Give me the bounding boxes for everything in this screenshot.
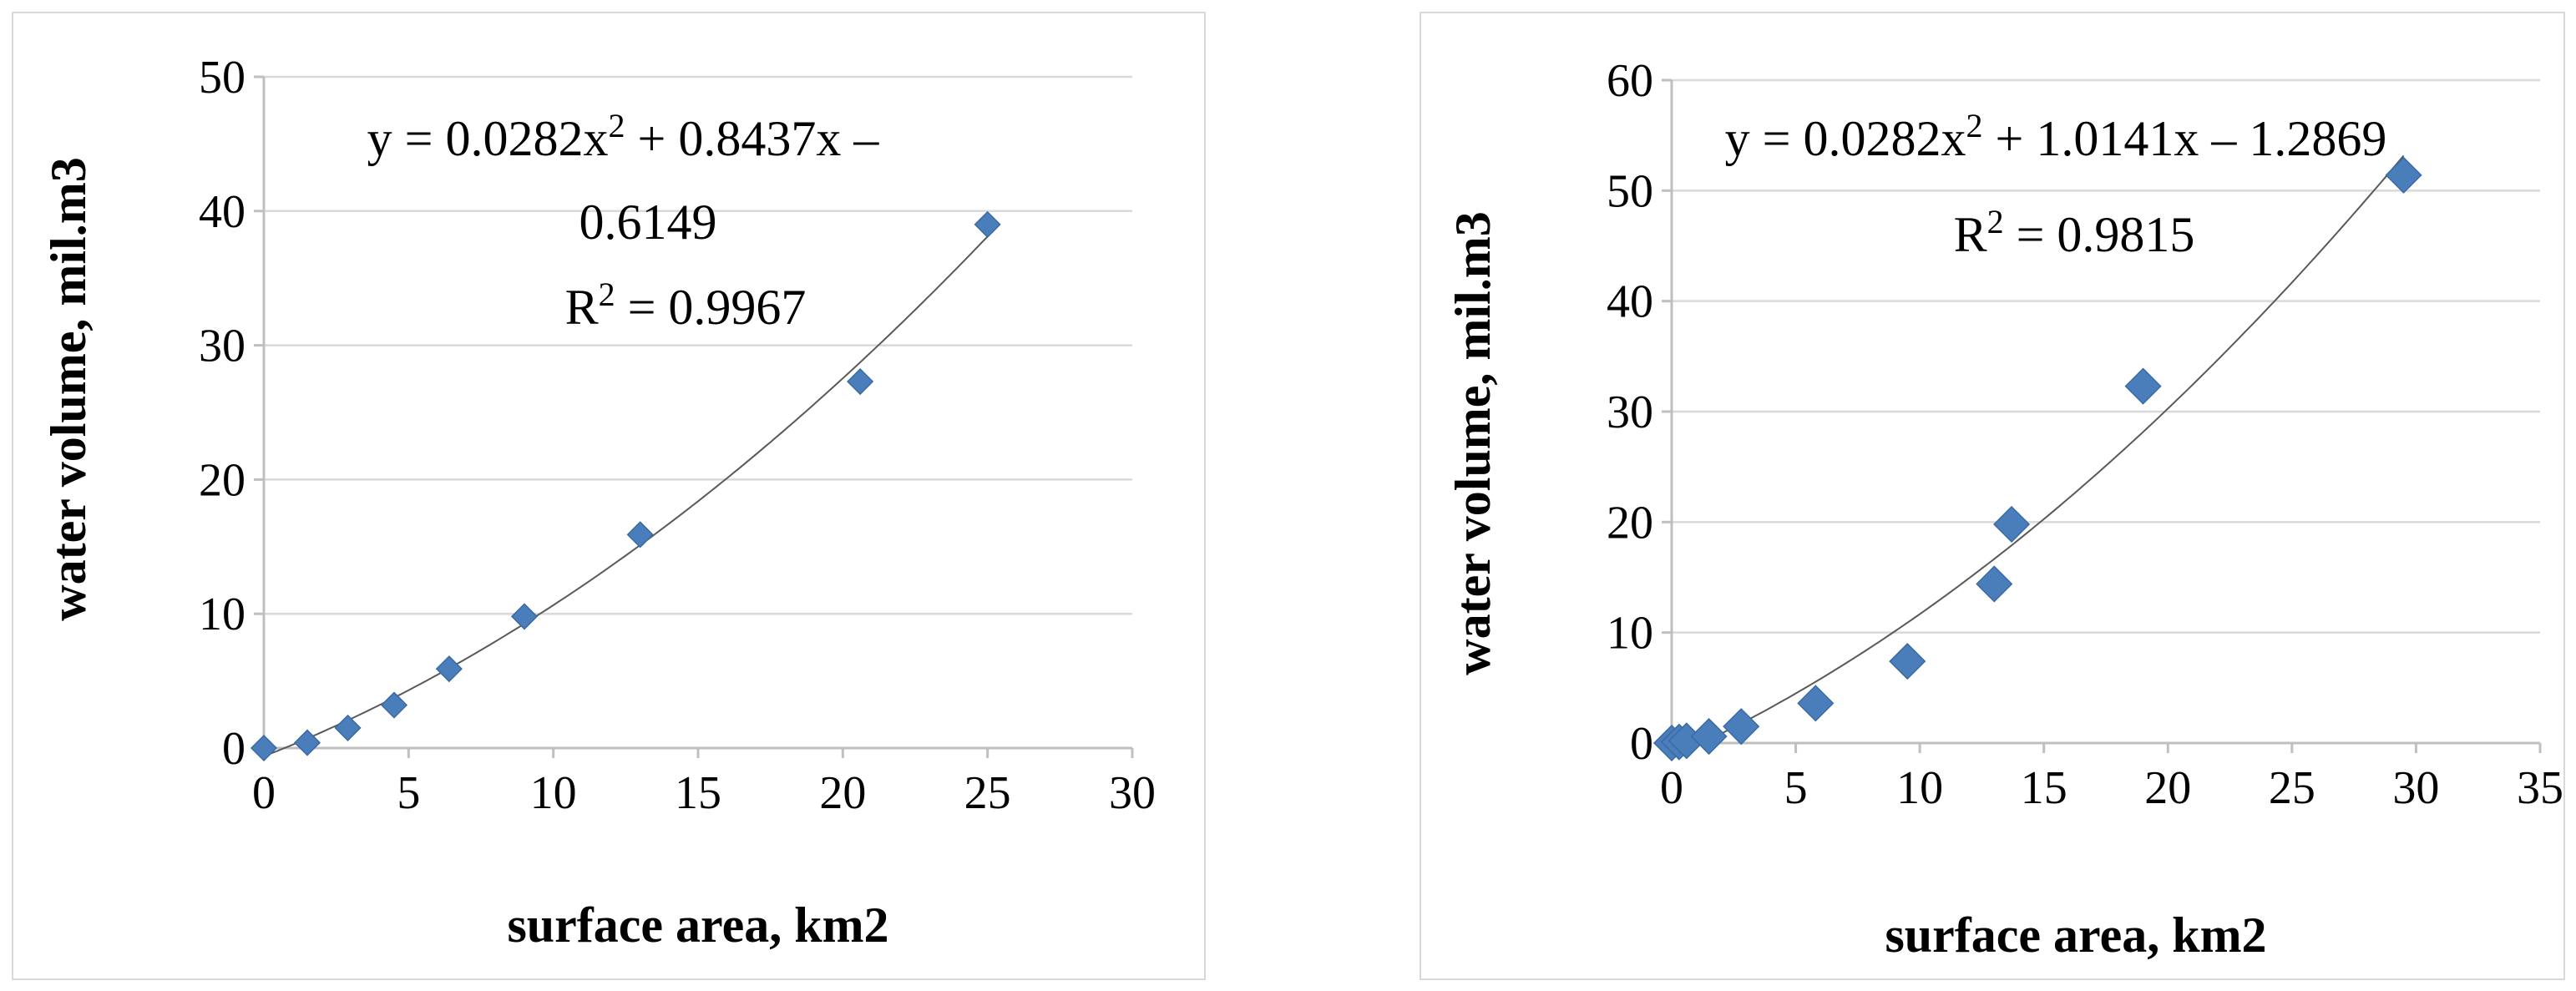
left-y-tick-label: 50 [199, 52, 245, 104]
left-x-tick-label: 15 [675, 767, 721, 819]
left-x-tick-label: 30 [1109, 767, 1156, 819]
right-y-tick-label: 50 [1607, 165, 1653, 217]
left-data-point [380, 691, 408, 719]
right-data-point [2385, 156, 2422, 194]
left-y-tick-label: 40 [199, 186, 245, 238]
right-x-tick-label: 0 [1660, 762, 1683, 814]
right-y-tick-label: 20 [1607, 497, 1653, 549]
right-data-point [1993, 505, 2031, 544]
right-y-tick-label: 40 [1607, 276, 1653, 328]
left-data-point [334, 714, 362, 741]
chart-left-svg: 0 10 20 30 40 50 0 5 10 15 20 25 30 y = 0.0282x2 + 0… [41, 52, 1156, 953]
right-y-axis-label: water volume, mil.m3 [1445, 211, 1501, 675]
left-x-tick-label: 5 [397, 767, 420, 819]
left-x-tick-label: 25 [964, 767, 1011, 819]
left-points [250, 210, 1001, 762]
right-data-point [1690, 717, 1728, 756]
right-x-tick-label: 10 [1896, 762, 1943, 814]
left-tick-labels: 0 10 20 30 40 50 0 5 10 15 20 25 30 [199, 52, 1156, 819]
left-y-tick-label: 10 [199, 589, 245, 640]
left-data-point [435, 655, 463, 683]
right-data-point [2124, 367, 2162, 405]
chart-right-svg: 0 10 20 30 40 50 60 0 5 10 15 20 25 30 35 y = 0.0282x2… [1445, 55, 2563, 963]
chart-panel-right: 0 10 20 30 40 50 60 0 5 10 15 20 25 30 35 y = 0.0282x2… [1420, 12, 2565, 980]
right-y-tick-label: 10 [1607, 608, 1653, 660]
left-x-tick-label: 0 [252, 767, 276, 819]
right-x-tick-label: 15 [2021, 762, 2067, 814]
right-x-tick-label: 30 [2392, 762, 2439, 814]
left-x-tick-label: 20 [819, 767, 866, 819]
left-data-point [847, 367, 874, 396]
right-tick-labels: 0 10 20 30 40 50 60 0 5 10 15 20 25 30 35 [1607, 55, 2563, 814]
left-y-tick-label: 20 [199, 454, 245, 506]
right-data-point [1976, 565, 2013, 603]
right-x-tick-label: 5 [1784, 762, 1808, 814]
left-data-point [974, 210, 1001, 238]
left-equation-line1: y = 0.0282x2 + 0.8437x – [367, 107, 880, 166]
left-data-point [250, 734, 278, 762]
left-x-axis-label: surface area, km2 [507, 897, 888, 953]
right-data-point [1797, 685, 1835, 722]
left-r-squared: R2 = 0.9967 [565, 276, 807, 335]
left-gridlines [264, 75, 1132, 615]
left-y-tick-label: 30 [199, 321, 245, 372]
left-y-axis-label: water volume, mil.m3 [41, 157, 96, 620]
right-trendline-group [1671, 154, 2405, 758]
left-data-point [510, 603, 539, 630]
left-x-tick-label: 10 [530, 767, 577, 819]
left-axes [254, 75, 1134, 758]
left-equation-line2: 0.6149 [579, 195, 717, 250]
right-y-tick-label: 0 [1630, 718, 1653, 770]
right-data-point [1723, 708, 1760, 746]
right-data-point [1889, 643, 1926, 680]
left-data-point [293, 729, 321, 756]
right-r-squared: R2 = 0.9815 [1954, 203, 2195, 262]
right-points [1652, 156, 2422, 762]
left-y-tick-label: 0 [222, 723, 245, 775]
right-y-tick-label: 60 [1607, 55, 1653, 107]
right-x-tick-label: 35 [2517, 762, 2563, 814]
left-data-point [626, 521, 654, 549]
right-x-axis-label: surface area, km2 [1885, 908, 2266, 963]
right-y-tick-label: 30 [1607, 387, 1653, 438]
right-trendline [1671, 154, 2405, 758]
right-x-tick-label: 25 [2269, 762, 2315, 814]
right-equation-line1: y = 0.0282x2 + 1.0141x – 1.2869 [1725, 107, 2387, 166]
right-x-tick-label: 20 [2144, 762, 2191, 814]
chart-panel-left: 0 10 20 30 40 50 0 5 10 15 20 25 30 y = 0.0282x2 + 0… [12, 12, 1206, 980]
right-gridlines [1672, 78, 2540, 634]
